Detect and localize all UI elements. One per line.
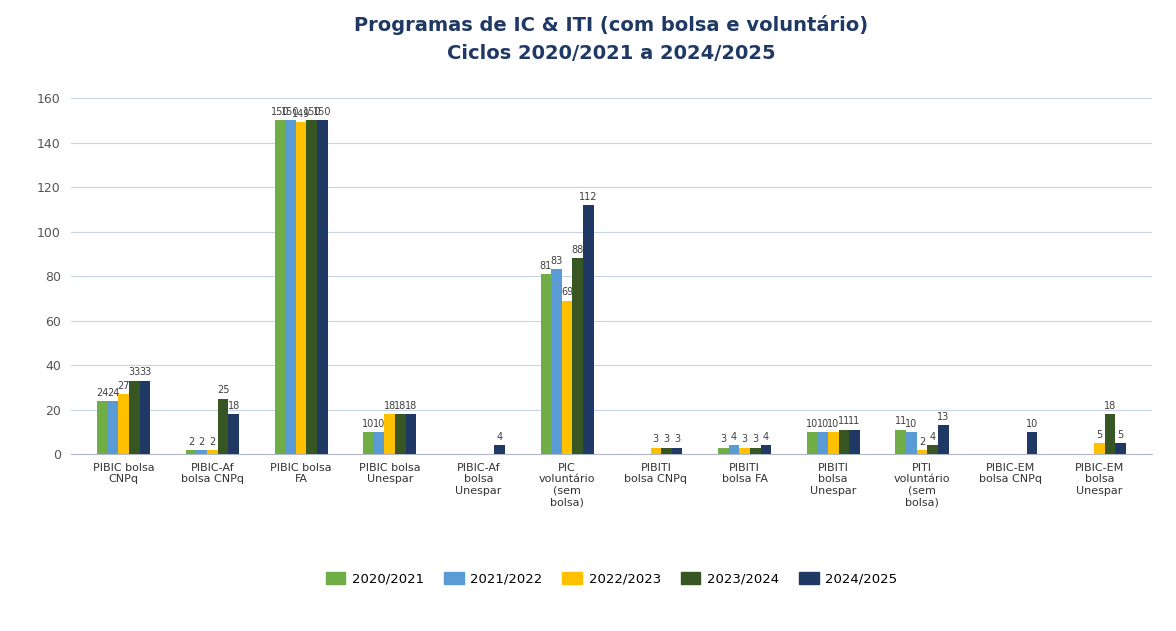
Bar [573,258,583,454]
Bar [274,121,285,454]
Text: 10: 10 [816,419,829,428]
Bar [494,445,506,454]
Bar [1094,443,1104,454]
Text: 18: 18 [383,401,396,411]
Bar [817,432,828,454]
Text: 11: 11 [895,416,907,427]
Bar [650,447,661,454]
Text: 33: 33 [139,367,152,377]
Text: 27: 27 [118,381,131,391]
Bar [395,414,406,454]
Bar [406,414,416,454]
Bar [307,121,318,454]
Text: 18: 18 [228,401,240,411]
Text: 10: 10 [362,419,375,428]
Bar [218,399,228,454]
Bar [186,450,196,454]
Text: 4: 4 [496,432,503,442]
Bar [661,447,671,454]
Bar [140,381,151,454]
Bar [927,445,938,454]
Legend: 2020/2021, 2021/2022, 2022/2023, 2023/2024, 2024/2025: 2020/2021, 2021/2022, 2022/2023, 2023/20… [320,567,903,591]
Bar [119,394,129,454]
Text: 13: 13 [937,412,949,422]
Bar [750,447,761,454]
Text: 4: 4 [929,432,936,442]
Bar [717,447,729,454]
Bar [1104,414,1115,454]
Bar [562,300,573,454]
Bar [761,445,771,454]
Text: 150: 150 [270,107,289,117]
Text: 18: 18 [394,401,407,411]
Bar [541,274,552,454]
Text: 11: 11 [848,416,861,427]
Bar [828,432,838,454]
Bar [740,447,750,454]
Bar [374,432,385,454]
Bar [108,401,119,454]
Bar [1027,432,1037,454]
Bar [895,430,906,454]
Text: 2: 2 [209,437,215,447]
Bar [296,122,307,454]
Bar [671,447,682,454]
Text: 4: 4 [763,432,769,442]
Bar [938,425,949,454]
Bar [385,414,395,454]
Text: 69: 69 [561,287,574,297]
Bar [1115,443,1125,454]
Text: 3: 3 [742,434,748,444]
Text: 2: 2 [199,437,205,447]
Bar [228,414,239,454]
Text: 81: 81 [540,261,552,271]
Text: 24: 24 [96,387,108,398]
Text: 10: 10 [827,419,840,428]
Text: 112: 112 [580,192,597,201]
Text: 83: 83 [550,256,562,266]
Bar [318,121,328,454]
Text: 88: 88 [572,245,584,255]
Bar [729,445,740,454]
Bar [207,450,218,454]
Text: 10: 10 [906,419,917,428]
Text: 11: 11 [837,416,850,427]
Text: 5: 5 [1096,430,1102,440]
Text: 2: 2 [188,437,194,447]
Text: 5: 5 [1117,430,1124,440]
Text: 3: 3 [663,434,669,444]
Text: 3: 3 [674,434,680,444]
Text: 10: 10 [806,419,818,428]
Bar [906,432,916,454]
Bar [916,450,927,454]
Bar [363,432,374,454]
Bar [849,430,860,454]
Text: 10: 10 [1025,419,1038,428]
Text: 3: 3 [653,434,659,444]
Text: 2: 2 [918,437,926,447]
Text: 150: 150 [281,107,300,117]
Bar [285,121,296,454]
Text: 150: 150 [302,107,321,117]
Bar [552,269,562,454]
Text: 10: 10 [373,419,386,428]
Bar [98,401,108,454]
Text: 150: 150 [313,107,332,117]
Text: 4: 4 [730,432,737,442]
Text: 25: 25 [216,386,229,395]
Bar [583,205,594,454]
Bar [129,381,140,454]
Text: 24: 24 [107,387,119,398]
Text: 3: 3 [753,434,759,444]
Text: 149: 149 [292,109,310,119]
Bar [807,432,817,454]
Text: 33: 33 [128,367,141,377]
Text: 18: 18 [1104,401,1116,411]
Bar [196,450,207,454]
Title: Programas de IC & ITI (com bolsa e voluntário)
Ciclos 2020/2021 a 2024/2025: Programas de IC & ITI (com bolsa e volun… [354,15,869,63]
Text: 18: 18 [405,401,417,411]
Bar [838,430,849,454]
Text: 3: 3 [720,434,727,444]
